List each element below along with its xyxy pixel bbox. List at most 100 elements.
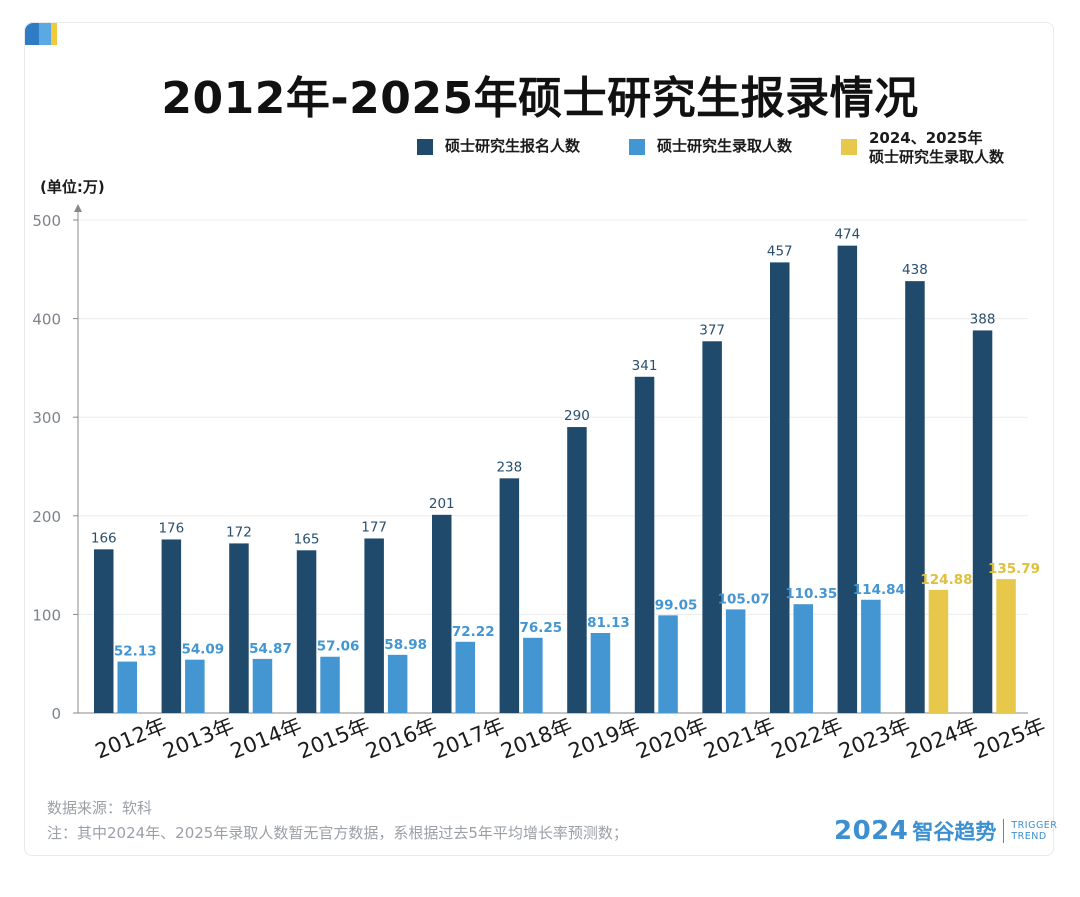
bar-applicants [364,538,384,713]
bar-admitted [320,656,340,713]
y-tick-label: 200 [32,508,61,526]
data-label-applicants: 238 [496,459,522,475]
x-tick-label: 2025年 [971,713,1049,763]
data-label-applicants: 172 [226,524,252,540]
legend-item-applicants: 硕士研究生报名人数 [417,137,580,156]
bar-applicants [702,341,722,713]
legend-label-admitted: 硕士研究生录取人数 [657,137,793,155]
bar-admitted [455,641,475,713]
data-label-admitted: 58.98 [384,637,427,653]
x-tick-label: 2012年 [92,713,170,763]
data-label-admitted-projected: 124.88 [920,572,972,588]
bar-applicants [837,245,858,714]
source-note: 数据来源：软科 [47,799,153,817]
data-label-admitted: 72.22 [452,624,495,640]
bar-admitted [252,658,273,713]
brand-logo: 2024 智谷趋势 TRIGGER TREND [834,816,1057,846]
bar-admitted [523,637,543,713]
brand-en-line2: TREND [1011,831,1047,842]
data-label-admitted: 110.35 [785,586,837,602]
data-label-applicants: 438 [902,262,928,278]
bar-applicants [161,539,182,713]
data-label-admitted: 52.13 [114,644,157,660]
data-labels: 166 52.13 176 54.09 172 54.87 165 57.06 177 58.98… [91,227,1040,660]
bar-applicants [432,514,452,713]
x-tick-label: 2014年 [227,713,305,763]
bar-applicants [296,550,317,713]
data-label-applicants: 457 [767,243,793,259]
grid-lines [78,219,1028,615]
chart-card [24,22,1054,856]
bar-admitted [725,609,746,713]
bar-applicants [499,478,520,713]
data-label-admitted: 105.07 [718,591,770,607]
data-label-applicants: 341 [632,358,658,374]
data-label-applicants: 474 [834,227,860,243]
bar-admitted [793,604,813,713]
bar-applicants [972,330,993,713]
data-label-applicants: 177 [361,519,387,535]
bar-applicants [634,376,655,713]
data-label-applicants: 176 [158,520,184,536]
x-tick-label: 2016年 [362,713,440,763]
data-label-admitted: 81.13 [587,615,630,631]
legend-swatch-admitted [629,139,645,155]
y-tick-label: 0 [51,705,61,723]
x-tick-label: 2024年 [903,713,981,763]
y-tick-label: 100 [32,606,61,624]
y-axis-arrow [74,204,82,212]
data-label-applicants: 388 [970,311,996,327]
brand-divider [1003,819,1005,843]
bar-applicants [94,549,114,713]
legend-label-projected: 2024、2025年 硕士研究生录取人数 [869,129,1005,166]
bar-admitted-projected [996,579,1016,713]
x-tick-label: 2013年 [159,713,237,763]
data-label-applicants: 377 [699,322,725,338]
x-tick-label: 2015年 [295,713,373,763]
brand-en: TRIGGER TREND [1011,820,1057,842]
unit-label: (单位:万) [40,178,105,196]
legend-item-admitted: 硕士研究生录取人数 [629,137,792,156]
bar-admitted [590,633,611,713]
legend-swatch-applicants [417,139,433,155]
legend-label-applicants: 硕士研究生报名人数 [445,137,581,155]
y-tick-label: 400 [32,311,61,329]
data-label-applicants: 290 [564,408,590,424]
data-label-applicants: 166 [91,530,117,546]
bar-applicants [567,427,587,713]
legend-item-projected: 2024、2025年 硕士研究生录取人数 [841,129,1004,167]
x-tick-label: 2019年 [565,713,643,763]
x-tick-label: 2022年 [768,713,846,763]
x-tick-label: 2023年 [835,713,913,763]
x-tick-label: 2017年 [430,713,508,763]
data-label-admitted-projected: 135.79 [988,561,1040,577]
data-label-admitted: 54.09 [181,642,224,658]
brand-en-line1: TRIGGER [1011,820,1058,831]
bar-applicants [905,281,925,713]
x-tick-label: 2021年 [700,713,778,763]
bars [94,245,1016,714]
brand-name: 智谷趋势 [912,820,997,844]
chart-title: 2012年-2025年硕士研究生报录情况 [161,73,919,124]
footnote: 注：其中2024年、2025年录取人数暂无官方数据，系根据过去5年平均增长率预测… [47,824,628,842]
y-tick-label: 300 [32,409,61,427]
data-label-applicants: 201 [429,496,455,512]
bar-admitted [117,661,137,713]
bar-admitted-projected [928,589,949,713]
legend-swatch-projected [841,139,857,155]
data-label-admitted: 114.84 [853,582,905,598]
x-tick-labels: 2012年2013年2014年2015年2016年2017年2018年2019年… [92,713,1049,763]
x-tick-label: 2018年 [497,713,575,763]
bar-admitted [658,615,678,713]
x-tick-label: 2020年 [633,713,711,763]
data-label-admitted: 54.87 [249,641,292,657]
data-label-admitted: 99.05 [655,597,698,613]
data-label-admitted: 57.06 [317,639,360,655]
data-label-admitted: 76.25 [519,620,562,636]
data-label-applicants: 165 [294,531,320,547]
bar-applicants [770,262,790,713]
bar-applicants [229,543,249,713]
bar-admitted [185,659,205,713]
corner-accent [25,23,57,45]
